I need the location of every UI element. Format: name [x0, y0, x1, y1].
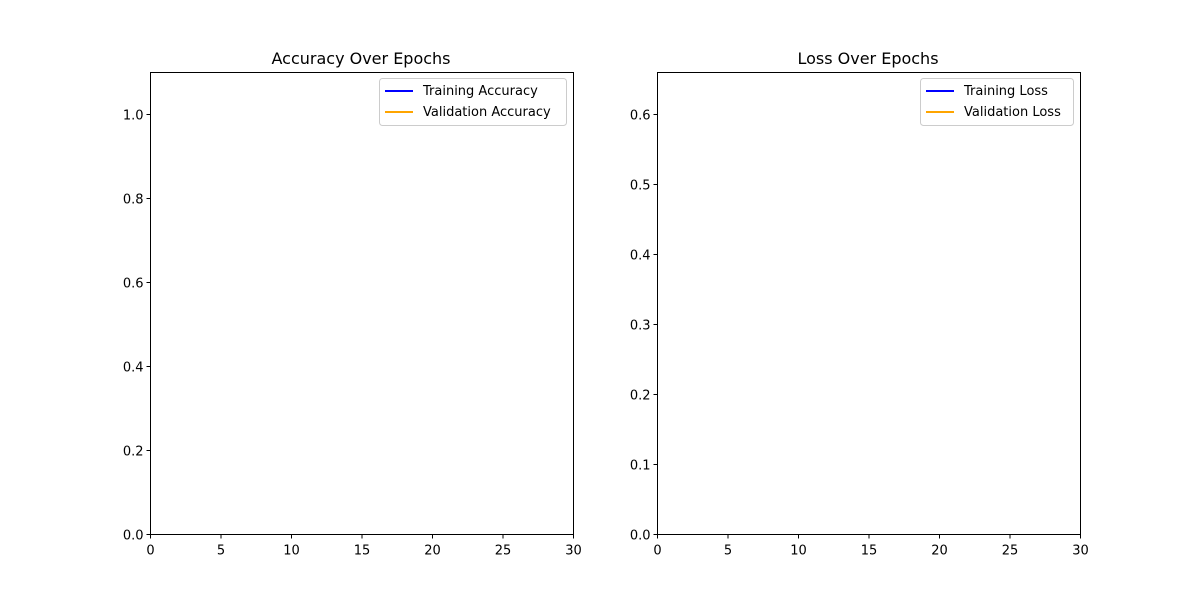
- legend-label-validation-accuracy: Validation Accuracy: [423, 105, 551, 120]
- accuracy-x-axis: 0 5 10 15 20 25 30: [146, 534, 582, 559]
- legend-label-validation-loss: Validation Loss: [964, 105, 1061, 120]
- accuracy-x-tick-label: 10: [283, 544, 300, 559]
- accuracy-x-tick-label: 25: [495, 544, 512, 559]
- loss-legend-box: [920, 78, 1074, 126]
- loss-x-tick-label: 30: [1072, 544, 1089, 559]
- loss-x-tick-label: 5: [724, 544, 732, 559]
- loss-y-tick-label: 0.3: [630, 319, 651, 334]
- loss-legend: Training Loss Validation Loss: [920, 78, 1074, 126]
- loss-x-tick-label: 25: [1002, 544, 1019, 559]
- accuracy-y-tick-label: 0.0: [123, 529, 144, 544]
- legend-label-training-loss: Training Loss: [963, 84, 1048, 99]
- accuracy-legend-box: [379, 78, 567, 126]
- loss-x-tick-label: 20: [931, 544, 948, 559]
- loss-x-tick-label: 15: [861, 544, 878, 559]
- accuracy-x-tick-label: 0: [146, 544, 154, 559]
- accuracy-x-tick-label: 15: [354, 544, 371, 559]
- legend-label-training-accuracy: Training Accuracy: [422, 84, 538, 99]
- accuracy-chart-title: Accuracy Over Epochs: [271, 49, 450, 68]
- accuracy-y-axis: 0.0 0.2 0.4 0.6 0.8 1.0: [123, 109, 151, 544]
- accuracy-y-tick-label: 0.8: [123, 193, 144, 208]
- loss-y-tick-label: 0.4: [630, 249, 651, 264]
- loss-plot-area: [657, 72, 1081, 535]
- loss-x-tick-label: 0: [653, 544, 661, 559]
- accuracy-x-tick-label: 20: [424, 544, 441, 559]
- accuracy-y-tick-label: 0.6: [123, 277, 144, 292]
- loss-y-tick-label: 0.6: [630, 109, 651, 124]
- loss-x-tick-label: 10: [790, 544, 807, 559]
- accuracy-chart: Accuracy Over Epochs 0.00.20.40.60.81.0 …: [123, 49, 582, 559]
- loss-y-tick-label: 0.1: [630, 459, 651, 474]
- loss-y-tick-label: 0.5: [630, 179, 651, 194]
- loss-y-tick-label: 0.0: [630, 529, 651, 544]
- accuracy-y-tick-label: 0.2: [123, 445, 144, 460]
- accuracy-legend: Training Accuracy Validation Accuracy: [379, 78, 567, 126]
- accuracy-y-tick-label: 1.0: [123, 109, 144, 124]
- accuracy-x-tick-label: 30: [565, 544, 582, 559]
- loss-y-tick-label: 0.2: [630, 389, 651, 404]
- loss-chart-title: Loss Over Epochs: [797, 49, 938, 68]
- loss-chart: Loss Over Epochs 0.0 0.1 0.2 0.3 0.4 0.5 0.6 0…: [630, 49, 1089, 559]
- loss-x-axis: 0 5 10 15 20 25 30: [653, 534, 1089, 559]
- accuracy-x-tick-label: 5: [217, 544, 225, 559]
- accuracy-y-tick-label: 0.4: [123, 361, 144, 376]
- loss-y-axis: 0.0 0.1 0.2 0.3 0.4 0.5 0.6: [630, 109, 658, 544]
- accuracy-plot-area: [150, 72, 574, 535]
